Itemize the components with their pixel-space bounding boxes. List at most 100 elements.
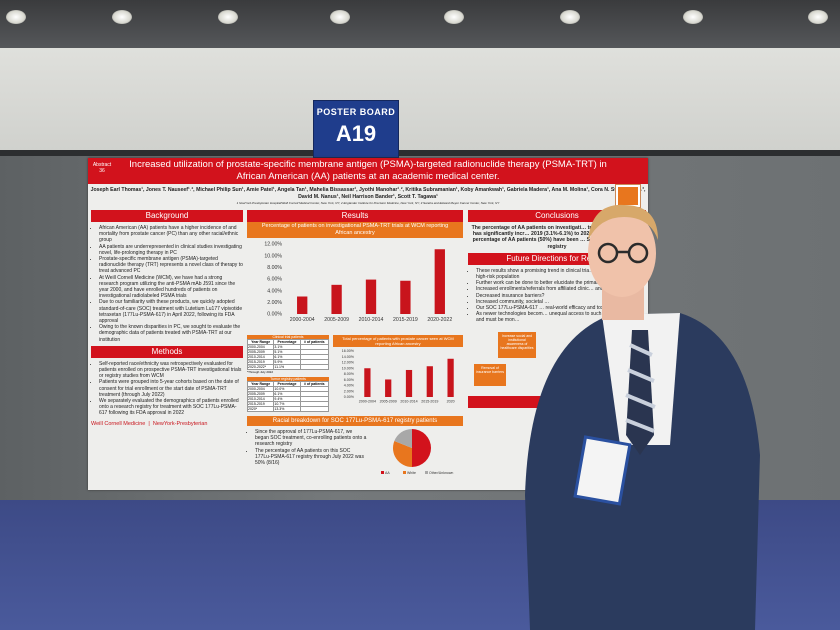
bar xyxy=(331,284,342,314)
chart2: 0.00% 2.00%4.00% 6.00% 8.00% 10.00%12.00% 14.… xyxy=(342,349,455,404)
list-item: Increased community, societal … xyxy=(476,299,646,305)
bar xyxy=(400,280,411,314)
hair xyxy=(588,204,658,240)
bar xyxy=(447,358,454,397)
pie-slice xyxy=(394,429,412,448)
table-cell: 2020* xyxy=(246,406,275,412)
future-list: These results show a promising trend in … xyxy=(468,268,646,324)
y-tick-label: 8.00% xyxy=(267,265,282,271)
left-column: Background African American (AA) patient… xyxy=(91,210,243,427)
poster-title: Increased utilization of prostate-specif… xyxy=(88,158,648,184)
table-cell: 11.1% xyxy=(273,364,301,370)
tumor-registry-table: Tumor registry patients Year Range Percent… xyxy=(246,377,330,412)
bar xyxy=(365,279,377,314)
y-tick-label: 4.00% xyxy=(267,288,282,294)
ceiling-light xyxy=(218,10,238,24)
table: Year Range Percentage # of patients 2000-20… xyxy=(246,381,330,412)
bar xyxy=(297,296,308,314)
table-row: 2020* 13.3% xyxy=(246,406,330,412)
suit-jacket xyxy=(525,313,760,630)
table-row: 2020-2022* 11.1% xyxy=(246,364,330,370)
y-tick-label: 0.00% xyxy=(344,395,355,399)
background-heading: Background xyxy=(91,210,243,222)
name-badge xyxy=(573,435,632,506)
list-item: Patients were grouped into 5-year cohort… xyxy=(99,379,243,398)
list-item: Since the approval of 177Lu-PSMA-617, we… xyxy=(255,429,367,448)
table-cell: 13.3% xyxy=(273,406,301,412)
sign-label: POSTER BOARD xyxy=(316,107,396,117)
table-header: Year Range xyxy=(246,381,275,387)
bar xyxy=(434,249,445,314)
y-tick-label: 6.00% xyxy=(267,277,282,283)
list-item: As newer technologies becom… unequal acc… xyxy=(476,311,646,323)
chart1-title: Percentage of patients on investigationa… xyxy=(247,222,463,238)
table-header: # of patients xyxy=(299,381,330,387)
author-list: Joseph Earl Thomas¹, Jones T. Nauseef¹˒²… xyxy=(90,187,646,200)
x-tick-label: 2020 xyxy=(447,400,455,404)
ceiling-light xyxy=(6,10,26,24)
list-item: Decreased insurance barriers? xyxy=(476,293,646,299)
pie-chart: AA White Other/Unknown xyxy=(381,429,453,475)
list-item: Due to our familiarity with these produc… xyxy=(99,299,243,324)
wall xyxy=(0,48,840,158)
wcm-logo: Weill Cornell Medicine xyxy=(91,420,146,427)
y-tick-label: 10.00% xyxy=(342,366,355,370)
racial-breakdown-heading: Racial breakdown for SOC 177Lu-PSMA-617 … xyxy=(247,416,463,426)
table-title: Tumor registry patients xyxy=(247,377,329,381)
table: Year Range Percentage # of patients 2000-20… xyxy=(246,339,330,370)
x-tick-label: 2005-2009 xyxy=(380,400,397,404)
y-tick-label: 16.00% xyxy=(342,349,355,353)
ceiling-light xyxy=(112,10,132,24)
x-tick-label: 2000-2004 xyxy=(359,400,376,404)
y-tick-label: 6.00% xyxy=(344,378,355,382)
table-note: *Through July 2022 xyxy=(247,370,274,374)
clinical-trial-table: Clinical trial patients Year Range Percent… xyxy=(246,335,330,370)
results-heading: Results xyxy=(247,210,463,222)
poster: Increased utilization of prostate-specif… xyxy=(88,158,648,490)
list-item: Further work can be done to better eluci… xyxy=(476,280,646,286)
y-tick-label: 14.00% xyxy=(342,355,355,359)
x-tick-label: 2020-2022 xyxy=(427,317,452,323)
tables: Clinical trial patients Year Range Percent… xyxy=(246,335,330,414)
x-tick-label: 2000-2004 xyxy=(290,317,315,323)
flow-box: Increase social and institutional awaren… xyxy=(498,331,536,358)
y-tick-label: 12.00% xyxy=(342,361,355,365)
ceiling-light xyxy=(330,10,350,24)
x-tick-label: 2005-2009 xyxy=(324,317,349,323)
legend-swatch xyxy=(403,471,406,474)
table-cell: 2020-2022* xyxy=(246,364,275,370)
x-tick-label: 2015-2019 xyxy=(393,317,418,323)
y-tick-label: 12.00% xyxy=(264,242,282,248)
legend-label: White xyxy=(407,471,416,475)
methods-heading: Methods xyxy=(91,345,243,358)
list-item: Self-reported race/ethnicity was retrosp… xyxy=(99,361,243,380)
flow-box: Removal of insurance barriers xyxy=(474,363,506,386)
y-tick-label: 2.00% xyxy=(344,389,355,393)
abstract-number: Abstract 36 xyxy=(92,162,112,174)
bar xyxy=(385,379,392,397)
x-tick-label: 2010-2014 xyxy=(400,400,417,404)
bar xyxy=(364,368,371,397)
list-item: At Weill Cornell Medicine (WCM), we have… xyxy=(99,275,243,300)
poster-board-sign: POSTER BOARD A19 xyxy=(313,100,399,158)
racial-breakdown-list: Since the approval of 177Lu-PSMA-617, we… xyxy=(247,429,367,476)
affiliations: 1 NewYork-Presbyterian Hospital/Weill Co… xyxy=(236,201,500,205)
list-item: African American (AA) patients have a hi… xyxy=(99,225,243,244)
ceiling-light xyxy=(808,10,828,24)
results-column: Results Percentage of patients on invest… xyxy=(246,210,463,476)
y-tick-label: 2.00% xyxy=(267,300,282,306)
ceiling-light xyxy=(560,10,580,24)
authors: Joseph Earl Thomas¹, Jones T. Nauseef¹˒²… xyxy=(88,184,648,206)
presenter xyxy=(525,204,760,630)
chart1: 0.00% 2.00% 4.00% 6.00% 8.00% 10.00% 12.00% 200… xyxy=(264,242,452,323)
list-item: Owing to the known disparities in PC, we… xyxy=(99,324,243,343)
list-item: The percentage of AA patients on this SO… xyxy=(255,448,367,467)
list-item: We separately evaluated the demographics… xyxy=(99,398,243,417)
list-item: Increased enrollments/referrals from aff… xyxy=(476,286,646,292)
pie-slice xyxy=(412,429,431,467)
x-tick-label: 2015-2019 xyxy=(421,400,438,404)
y-tick-label: 8.00% xyxy=(344,372,355,376)
list-item: Our SOC 177Lu-PSMA-617 … real-world effi… xyxy=(476,305,646,311)
background-list: African American (AA) patients have a hi… xyxy=(91,225,243,343)
logos: Weill Cornell Medicine | NewYork-Presbyt… xyxy=(91,420,208,427)
